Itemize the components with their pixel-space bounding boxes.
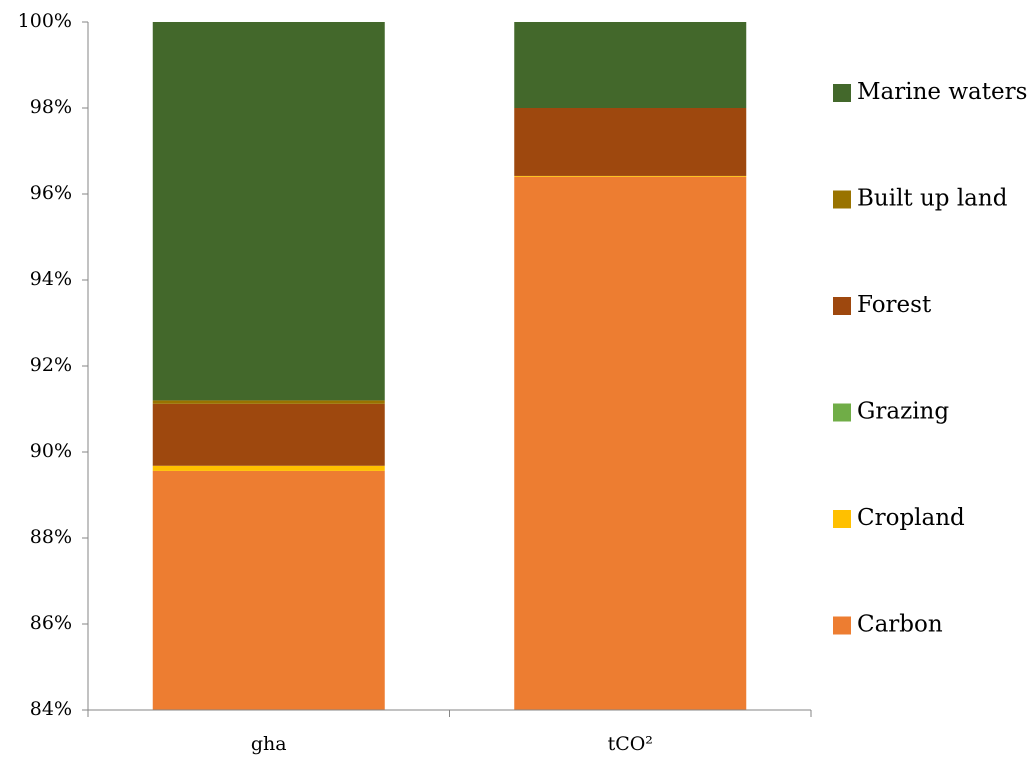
bars-group — [152, 22, 747, 711]
bar-tco-forest — [514, 108, 747, 176]
x-tick-label-gha: gha — [251, 733, 287, 755]
y-tick-label-92: 92% — [30, 354, 72, 376]
bar-tco-marine-waters — [514, 22, 747, 108]
bar-gha-carbon — [152, 470, 385, 710]
legend-item-cropland: Cropland — [833, 505, 965, 531]
bar-tco-carbon — [514, 176, 747, 711]
y-tick-label-84: 84% — [30, 698, 72, 720]
x-tick-label-tco: tCO² — [608, 733, 653, 755]
legend-item-built-up-land: Built up land — [833, 186, 1008, 212]
legend-label-grazing: Grazing — [857, 399, 949, 425]
legend-label-forest: Forest — [857, 292, 932, 318]
bar-gha-built-up-land — [152, 400, 385, 404]
bar-gha-cropland — [152, 465, 385, 471]
legend-item-grazing: Grazing — [833, 399, 949, 425]
legend-label-cropland: Cropland — [857, 505, 965, 531]
bar-gha-marine-waters — [152, 22, 385, 401]
legend-label-carbon: Carbon — [857, 612, 943, 638]
bar-gha-forest — [152, 403, 385, 466]
legend: Marine waters Built up land Forest Grazing C… — [833, 79, 1027, 638]
y-tick-label-100: 100% — [18, 10, 72, 32]
legend-swatch-carbon — [833, 616, 851, 635]
y-tick-label-98: 98% — [30, 96, 72, 118]
axes-group: 84% 86% 88% 90% 92% 94% 96% 98% 100% gha tCO² — [18, 10, 812, 755]
legend-label-built-up-land: Built up land — [857, 186, 1008, 212]
y-tick-label-96: 96% — [30, 182, 72, 204]
legend-swatch-cropland — [833, 510, 851, 528]
legend-swatch-forest — [833, 297, 851, 315]
y-tick-label-86: 86% — [30, 612, 72, 634]
legend-swatch-marine-waters — [833, 84, 851, 102]
legend-item-forest: Forest — [833, 292, 932, 318]
y-tick-label-94: 94% — [30, 268, 72, 290]
legend-swatch-grazing — [833, 403, 851, 422]
y-tick-label-88: 88% — [30, 526, 72, 548]
legend-label-marine-waters: Marine waters — [857, 79, 1027, 105]
legend-swatch-built-up-land — [833, 190, 851, 209]
bar-tco-cropland — [514, 175, 747, 177]
legend-item-carbon: Carbon — [833, 612, 943, 638]
y-tick-label-90: 90% — [30, 440, 72, 462]
legend-item-marine-waters: Marine waters — [833, 79, 1027, 105]
